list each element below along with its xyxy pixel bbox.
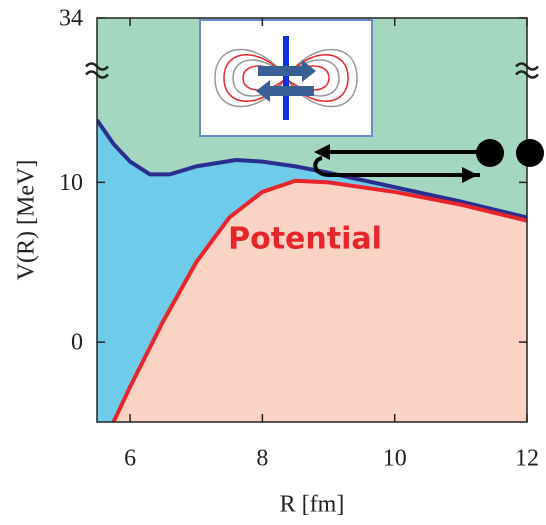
- x-tick-label: 6: [124, 446, 136, 472]
- axis-break: [515, 62, 539, 71]
- arrow-head: [462, 167, 478, 183]
- annotation: Potential: [228, 222, 382, 257]
- y-axis-label: V(R) [MeV]: [14, 160, 40, 281]
- motion-arrows: [313, 150, 480, 177]
- nucleus: [516, 139, 544, 167]
- frame: [96, 17, 528, 423]
- axis-break: [85, 70, 109, 79]
- line: [97, 118, 527, 220]
- area: [113, 180, 527, 422]
- x-tick-label: 8: [256, 446, 268, 472]
- x-tick-label: 10: [383, 446, 407, 472]
- inset: [199, 19, 373, 137]
- axis-break: [85, 62, 109, 71]
- x-tick-label: 12: [515, 446, 539, 472]
- axis-break: [515, 70, 539, 79]
- y-tick-label: 0: [71, 330, 83, 356]
- arrow-head: [314, 144, 330, 160]
- y-tick-label: 10: [59, 170, 83, 196]
- line: [111, 178, 527, 422]
- nucleus: [476, 139, 504, 167]
- x-axis-label: R [fm]: [280, 492, 345, 518]
- y-tick-label: 34: [59, 6, 83, 32]
